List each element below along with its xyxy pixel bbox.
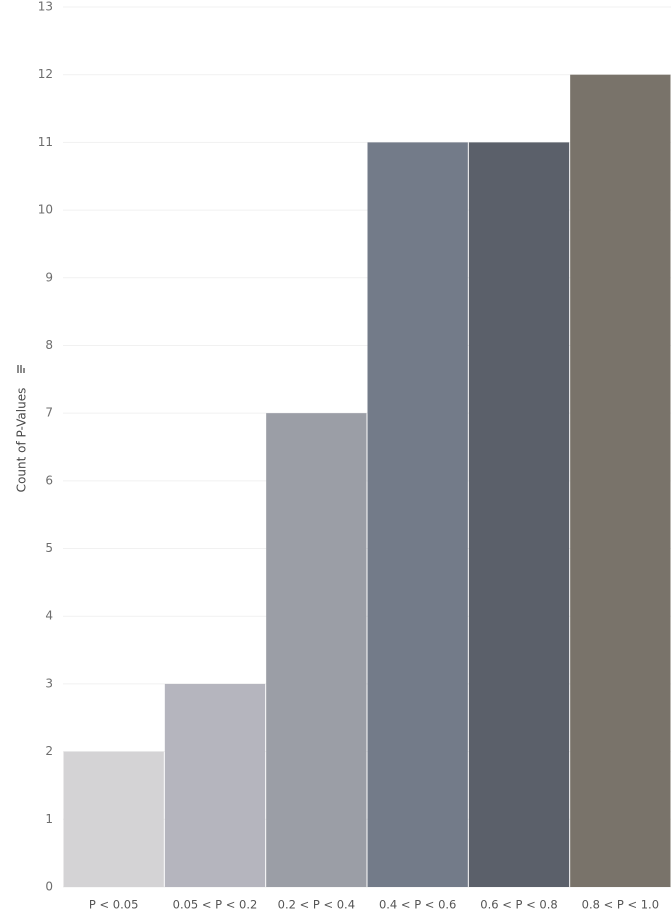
bar[interactable] <box>266 413 367 887</box>
bar[interactable] <box>570 74 671 887</box>
y-tick-label: 7 <box>45 406 53 420</box>
y-tick-label: 8 <box>45 338 53 352</box>
bar[interactable] <box>468 142 570 887</box>
sort-descending-icon[interactable] <box>17 364 27 375</box>
bars <box>63 74 671 887</box>
bar[interactable] <box>367 142 468 887</box>
y-tick-label: 2 <box>45 744 53 758</box>
y-tick-label: 12 <box>38 67 53 81</box>
bar[interactable] <box>164 683 266 887</box>
gridlines <box>63 6 671 888</box>
y-tick-label: 1 <box>45 812 53 826</box>
x-category-label: 0.6 < P < 0.8 <box>480 898 557 912</box>
y-axis-title: Count of P-Values <box>15 388 29 493</box>
y-tick-label: 10 <box>38 203 53 217</box>
x-category-label: 0.05 < P < 0.2 <box>173 898 258 912</box>
y-tick-label: 4 <box>45 609 53 623</box>
y-tick-label: 11 <box>38 135 53 149</box>
y-tick-label: 3 <box>45 676 53 690</box>
y-tick-label: 9 <box>45 270 53 284</box>
x-category-label: 0.4 < P < 0.6 <box>379 898 456 912</box>
x-category-label: 0.2 < P < 0.4 <box>278 898 355 912</box>
y-tick-label: 6 <box>45 473 53 487</box>
y-tick-label: 0 <box>45 880 53 894</box>
x-axis-categories: P < 0.05 0.05 < P < 0.2 0.2 < P < 0.4 0.4 <… <box>89 898 659 912</box>
y-tick-label: 13 <box>38 0 53 14</box>
y-tick-label: 5 <box>45 541 53 555</box>
x-category-label: P < 0.05 <box>89 898 139 912</box>
y-axis-title-group: Count of P-Values <box>15 388 29 493</box>
x-category-label: 0.8 < P < 1.0 <box>582 898 659 912</box>
bar[interactable] <box>63 751 164 887</box>
